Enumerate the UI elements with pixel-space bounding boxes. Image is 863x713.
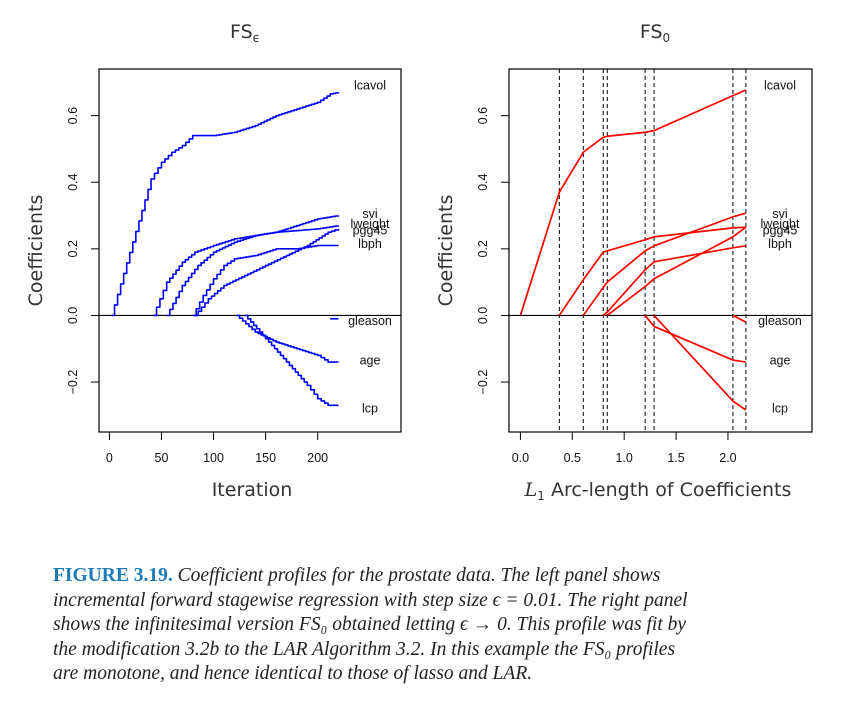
series-line-lcp (653, 314, 747, 411)
y-tick-label: −0.2 (66, 370, 80, 395)
series-label-lcavol: lcavol (764, 79, 796, 93)
series-line-lweight (153, 225, 340, 317)
x-axis-label-subscript: 1 (537, 489, 545, 503)
series-label-svi: svi (772, 207, 787, 221)
series-line-lcavol (519, 89, 747, 316)
y-tick-label: 0.4 (66, 173, 80, 190)
x-axis-label-text: Arc-length of Coefficients (545, 479, 791, 501)
series-label-lweight: lweight (351, 217, 390, 231)
series-line-lweight (558, 226, 746, 316)
x-tick-label: 100 (203, 451, 224, 465)
caption-line-1: FIGURE 3.19. Coefficient profiles for th… (53, 564, 853, 589)
series-line-svi (166, 215, 340, 317)
y-tick-label: 0.4 (476, 173, 490, 190)
y-tick-label: 0.0 (66, 307, 80, 324)
series-label-age: age (770, 353, 791, 367)
x-axis-label-math: L (524, 479, 538, 501)
series-label-age: age (360, 353, 381, 367)
x-tick-label: 150 (255, 451, 276, 465)
series-line-lcp (244, 314, 339, 407)
series-label-gleason: gleason (758, 314, 802, 328)
series-label-pgg45: pgg45 (763, 224, 798, 238)
x-axis-label: Iteration (212, 479, 293, 501)
series-label-lbph: lbph (768, 237, 792, 251)
x-tick-label: 0 (106, 451, 113, 465)
series-label-svi: svi (362, 207, 377, 221)
y-tick-label: 0.0 (476, 307, 490, 324)
x-tick-label: 1.0 (615, 451, 632, 465)
series-label-lcp: lcp (772, 402, 788, 416)
series-label-gleason: gleason (348, 314, 392, 328)
caption-line-2: incremental forward stagewise regression… (53, 589, 688, 611)
figure-caption: FIGURE 3.19. Coefficient profiles for th… (53, 564, 853, 687)
panel-title-subscript: ϵ (253, 31, 260, 45)
series-line-pgg45 (194, 228, 340, 317)
plot-frame (98, 68, 402, 433)
panel-title: FS0 (640, 21, 670, 45)
caption-line-5: are monotone, and hence identical to tho… (53, 663, 533, 684)
panel-title-subscript: 0 (663, 31, 671, 45)
x-axis-label: L1 Arc-length of Coefficients (524, 479, 792, 503)
series-label-lcavol: lcavol (354, 79, 386, 93)
figure-canvas: FSϵlcavolsvilweightpgg45lbphgleasonagelc… (25, 21, 813, 503)
x-tick-label: 1.5 (667, 451, 684, 465)
series-line-svi (582, 212, 747, 316)
caption-text-1: Coefficient profiles for the prostate da… (172, 565, 661, 586)
y-tick-label: 0.2 (476, 240, 490, 257)
x-tick-label: 50 (155, 451, 169, 465)
series-line-gleason (732, 314, 747, 323)
x-tick-label: 0.5 (564, 451, 581, 465)
series-label-pgg45: pgg45 (353, 224, 388, 238)
series-line-lcavol (111, 92, 340, 317)
series-line-lbph (602, 244, 747, 317)
x-tick-label: 2.0 (719, 451, 736, 465)
plot-frame (508, 68, 813, 433)
series-label-lweight: lweight (761, 217, 800, 231)
y-tick-label: −0.2 (476, 370, 490, 395)
y-axis-label: Coefficients (25, 195, 47, 307)
y-tick-label: 0.2 (66, 240, 80, 257)
caption-line-4: the modification 3.2b to the LAR Algorit… (53, 638, 676, 660)
series-line-age (236, 314, 339, 363)
series-label-lbph: lbph (358, 237, 382, 251)
series-label-lcp: lcp (362, 402, 378, 416)
y-tick-label: 0.6 (476, 107, 490, 124)
x-tick-label: 0.0 (512, 451, 529, 465)
caption-line-3: shows the infinitesimal version FS₀ obta… (53, 614, 687, 635)
series-line-lbph (192, 244, 339, 317)
panel-title-main: FS (230, 21, 253, 43)
y-tick-label: 0.6 (66, 107, 80, 124)
panel-title-main: FS (640, 21, 663, 43)
y-axis-label: Coefficients (435, 195, 457, 307)
caption-label: FIGURE 3.19. (53, 565, 173, 586)
x-tick-label: 200 (307, 451, 328, 465)
panel-title: FSϵ (230, 21, 260, 45)
series-line-pgg45 (606, 226, 747, 317)
series-line-age (644, 314, 747, 363)
